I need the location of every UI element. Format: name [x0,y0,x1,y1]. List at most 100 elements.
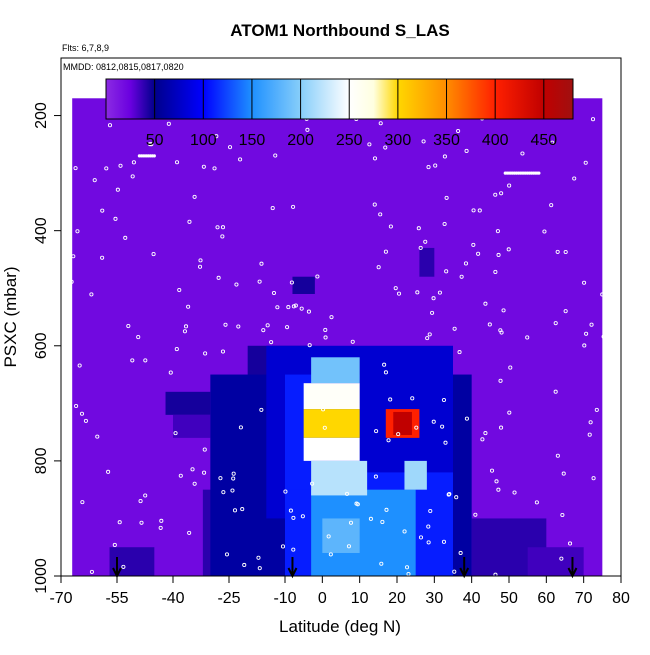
sample-point [454,495,459,500]
sample-point [224,552,230,557]
sample-point [410,396,415,401]
sample-point [259,407,264,412]
sample-point [433,163,438,168]
sample-point [384,507,389,512]
sample-point [315,274,320,279]
sample-point [198,258,203,263]
sample-point [416,226,421,231]
sample-point [123,235,128,240]
sample-point [418,535,424,540]
sample-point [231,471,236,476]
sample-point [388,224,393,229]
sample-point [104,166,109,171]
y-axis: 200 400 600 800 1000 [33,102,62,594]
sample-point [378,121,383,126]
sample-point [201,164,206,169]
sample-point [138,499,143,504]
sample-point [113,216,118,221]
sample-point [588,420,593,425]
sample-point [236,324,241,329]
sample-point [553,389,558,394]
sample-point [174,160,180,165]
heatmap-cell [303,409,360,438]
sample-point [214,134,219,139]
sample-point [291,304,296,309]
x-tick-label: 60 [537,590,555,607]
flights-annotation: Flts: 6,7,8,9 [62,43,109,53]
sample-point [452,569,457,574]
sample-point [495,229,500,234]
sample-point [396,291,402,296]
x-tick-label: 30 [425,590,443,607]
sample-point [374,429,379,434]
sample-point [563,309,568,314]
sample-point [310,481,315,486]
sample-point [506,247,511,252]
sample-point [130,358,135,363]
sample-point [221,490,226,495]
sample-point [220,349,226,354]
sample-point [203,351,208,356]
sample-point [186,304,191,309]
sample-point [75,229,80,234]
sample-point [321,407,326,412]
sample-point [355,502,360,507]
sample-point [471,242,476,247]
sample-point [79,411,85,416]
sample-point [178,473,183,478]
sample-point [444,195,449,200]
sample-point [487,322,492,327]
sample-point [426,524,431,529]
sample-point [100,255,105,260]
sample-point [227,145,233,150]
sample-point [271,290,277,296]
sample-point [306,309,311,314]
sample-point [322,425,327,430]
sample-point [334,402,339,407]
sample-point [563,249,568,255]
x-tick-label: 40 [463,590,481,607]
sample-point [489,468,495,473]
sample-point [446,492,451,497]
sample-point [242,562,247,568]
sample-point [584,331,589,336]
sample-point [350,339,355,344]
sample-point [430,310,435,315]
colorbar-tick-label: 50 [146,132,164,149]
sample-point [152,154,156,158]
sample-point [555,453,560,458]
sample-point [89,569,94,574]
y-tick-label: 200 [33,102,50,129]
sample-point [92,178,97,183]
heatmap-cell [303,383,360,410]
sample-point [549,203,554,208]
sample-point [238,157,243,162]
sample-point [291,547,296,552]
sample-point [567,541,573,546]
sample-points [69,104,606,576]
sample-point [326,534,331,539]
sample-point [508,365,513,370]
sample-point [582,280,587,285]
sample-point [323,335,328,340]
colorbar-tick-label: 350 [433,132,460,149]
sample-point [501,308,506,313]
sample-point [458,550,463,556]
sample-point [456,128,461,134]
sample-point [534,500,539,505]
sample-point [291,515,296,520]
heatmap-cell [165,391,211,415]
sample-point [477,208,482,213]
sample-point [283,489,288,494]
x-axis-label: Latitude (deg N) [279,617,401,636]
sample-point [512,490,517,495]
sample-point [275,305,280,310]
colorbar-gradient [105,78,574,120]
sample-point [192,194,197,199]
sample-point [452,326,457,331]
sample-point [285,325,290,330]
heatmap-cells [72,98,603,576]
chart-title: ATOM1 Northbound S_LAS [230,21,449,40]
sample-point [414,425,419,430]
